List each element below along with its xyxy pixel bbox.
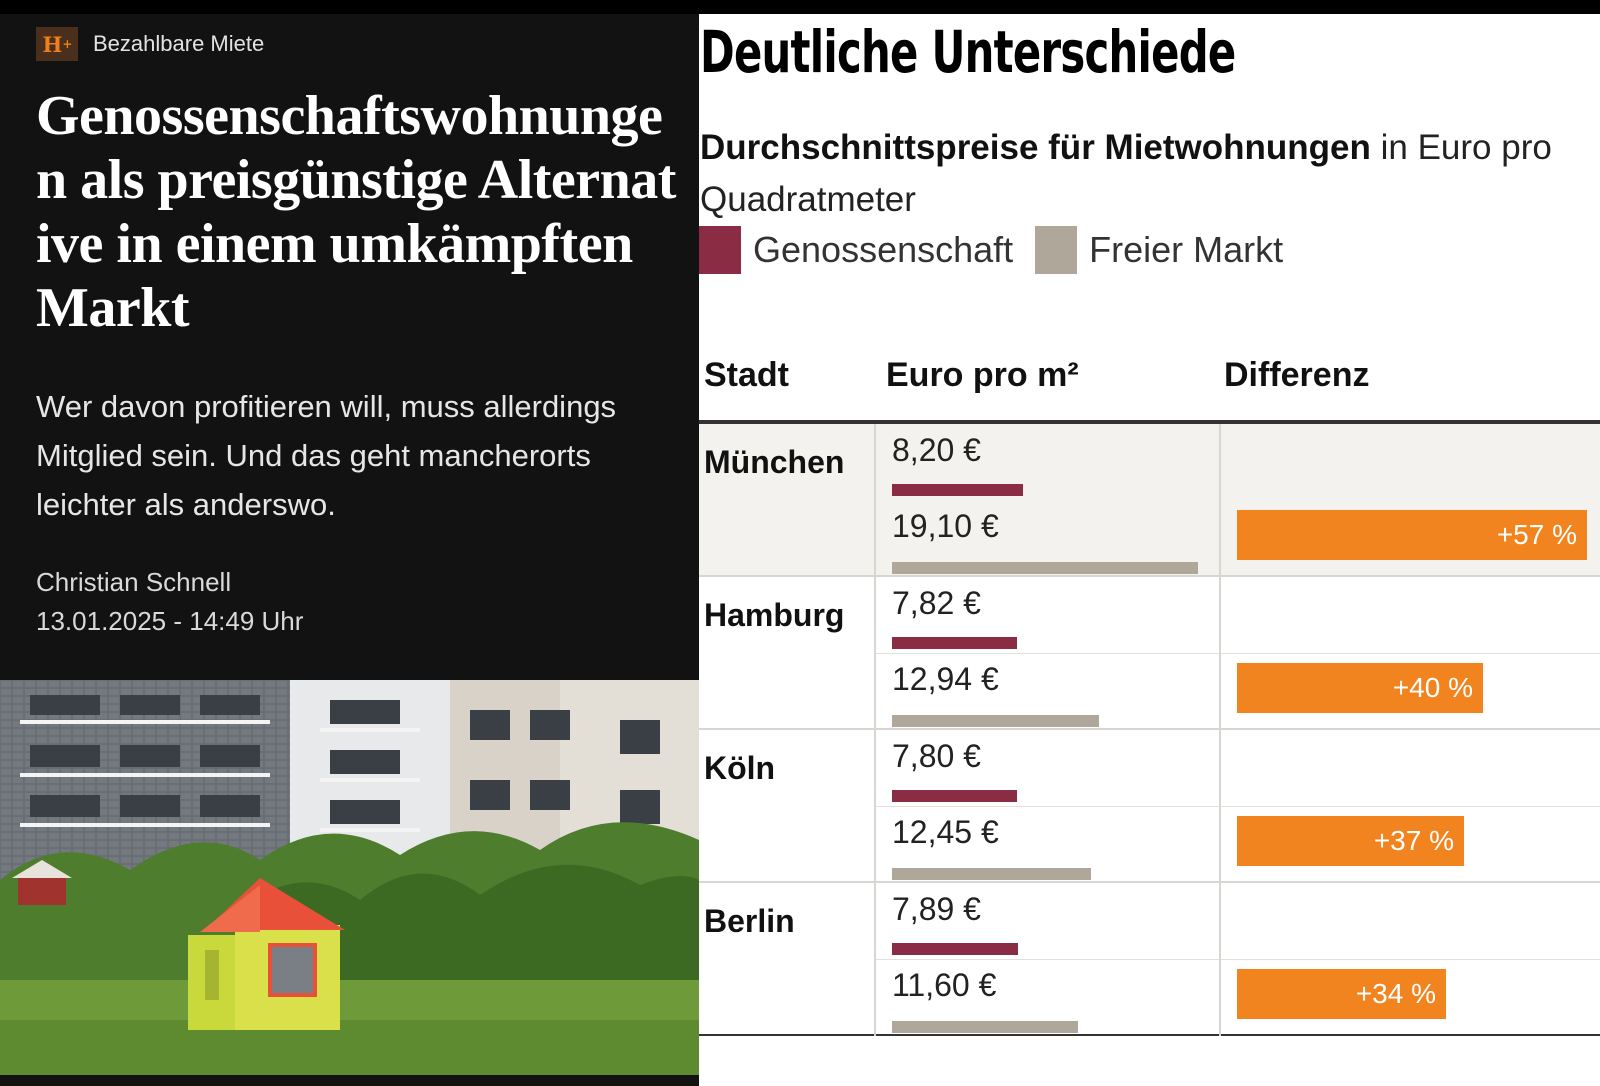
bar-freier-markt-koeln (892, 868, 1091, 880)
price-label-freier-markt-hamburg: 12,94 € (892, 661, 999, 697)
bar-genossenschaft-berlin (892, 943, 1018, 955)
column-divider (874, 424, 876, 577)
article-headline[interactable]: Genossenschaftswohnungen als preisgünsti… (36, 85, 676, 339)
chart-panel: Deutliche Unterschiede Durchschnittsprei… (699, 14, 1600, 1086)
price-label-freier-markt-berlin: 11,60 € (892, 967, 997, 1003)
row-divider (699, 728, 1600, 730)
bar-freier-markt-berlin (892, 1021, 1078, 1033)
article-panel: H + Bezahlbare Miete Genossenschaftswohnu… (0, 0, 699, 1086)
row-divider (699, 575, 1600, 577)
row-mid-divider (874, 806, 1600, 807)
legend-label-freier-markt: Freier Markt (1089, 229, 1284, 270)
article-teaser: Wer davon profitieren will, muss allerdi… (36, 389, 617, 522)
chart-title: Deutliche Unterschiede (700, 18, 1236, 86)
column-divider (1219, 883, 1221, 1036)
price-label-genossenschaft-koeln: 7,80 € (892, 738, 981, 774)
column-header-euro: Euro pro m² (886, 356, 1079, 394)
row-mid-divider (874, 653, 1600, 654)
legend-label-genossenschaft: Genossenschaft (753, 229, 1014, 270)
column-divider (1219, 730, 1221, 883)
bar-genossenschaft-muenchen (892, 484, 1023, 496)
price-label-genossenschaft-muenchen: 8,20 € (892, 432, 981, 468)
top-border (0, 0, 1600, 14)
differenz-bar-berlin: +34 % (1237, 969, 1446, 1019)
row-divider (699, 1034, 1600, 1036)
price-label-genossenschaft-hamburg: 7,82 € (892, 585, 981, 621)
table-header-rule (699, 420, 1600, 424)
city-label-koeln: Köln (704, 750, 776, 786)
price-label-freier-markt-muenchen: 19,10 € (892, 508, 999, 544)
row-mid-divider (874, 959, 1600, 960)
price-label-genossenschaft-berlin: 7,89 € (892, 891, 981, 927)
plus-badge-icon: H + (36, 27, 78, 61)
chart-subtitle-bold: Durchschnittspreise für Mietwohnungen (700, 128, 1371, 167)
column-divider (1219, 424, 1221, 577)
legend-swatch-freier-markt (1035, 226, 1078, 274)
kicker-label: Bezahlbare Miete (93, 31, 265, 56)
author-name[interactable]: Christian Schnell (36, 567, 232, 597)
column-header-differenz: Differenz (1224, 356, 1370, 394)
column-divider (1219, 577, 1221, 730)
legend-swatch-genossenschaft (699, 226, 741, 274)
differenz-bar-hamburg: +40 % (1237, 663, 1483, 713)
row-divider (699, 881, 1600, 883)
kicker[interactable]: H + Bezahlbare Miete (36, 27, 264, 61)
chart-subtitle-rest: in Euro pro Quadratmeter (700, 128, 1552, 219)
bar-freier-markt-muenchen (892, 562, 1198, 574)
city-label-muenchen: München (704, 444, 845, 480)
differenz-bar-koeln: +37 % (1237, 816, 1464, 866)
publish-date: 13.01.2025 - 14:49 Uhr (36, 606, 304, 636)
city-label-hamburg: Hamburg (704, 597, 845, 633)
article-photo (0, 680, 699, 1075)
column-divider (874, 883, 876, 1036)
price-label-freier-markt-koeln: 12,45 € (892, 814, 999, 850)
bar-genossenschaft-koeln (892, 790, 1017, 802)
city-label-berlin: Berlin (704, 903, 795, 939)
column-divider (874, 730, 876, 883)
chart-subtitle: Durchschnittspreise für Mietwohnungen in… (700, 122, 1600, 226)
chart-legend: Genossenschaft Freier Markt (699, 226, 1305, 274)
bar-freier-markt-hamburg (892, 715, 1099, 727)
column-header-stadt: Stadt (704, 356, 789, 394)
differenz-bar-muenchen: +57 % (1237, 510, 1587, 560)
bar-genossenschaft-hamburg (892, 637, 1017, 649)
column-divider (874, 577, 876, 730)
